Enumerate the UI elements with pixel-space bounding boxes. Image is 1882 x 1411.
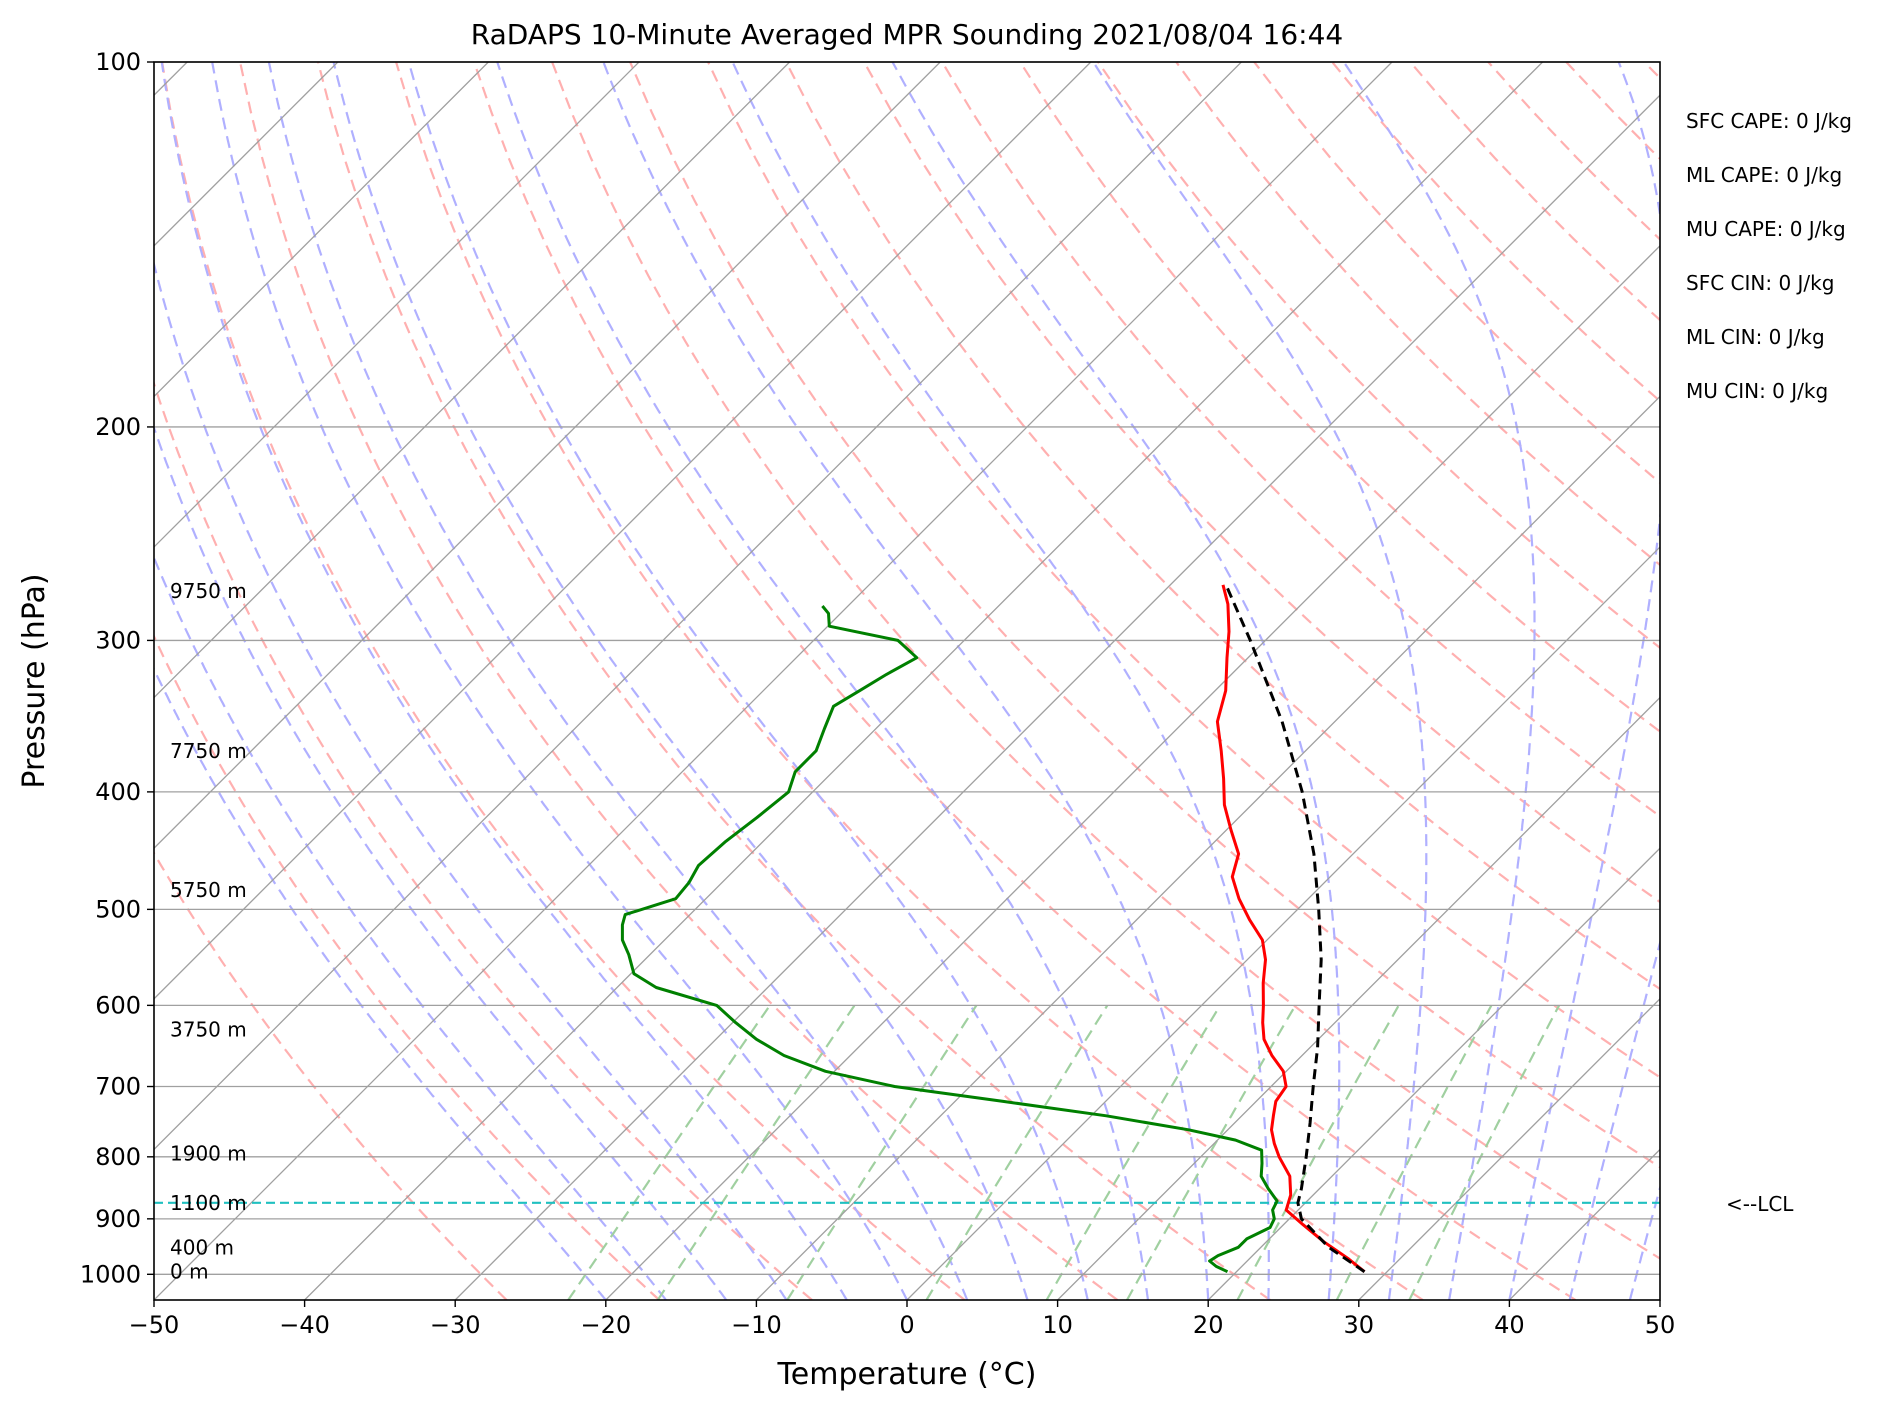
stability-index-label: SFC CAPE: 0 J/kg [1686, 109, 1852, 133]
moist-adiabat [602, 62, 1210, 1300]
mixing-ratio-line [1408, 1004, 1561, 1300]
x-tick-label: 20 [1193, 1311, 1224, 1339]
height-label: 400 m [170, 1235, 234, 1259]
y-tick-label: 1000 [80, 1260, 141, 1288]
y-axis-label: Pressure (hPa) [17, 573, 52, 788]
moist-adiabat [496, 62, 1150, 1300]
isotherm-line [755, 395, 1660, 1300]
stability-index-label: MU CIN: 0 J/kg [1686, 379, 1828, 403]
dewpoint-profile-line [620, 605, 1279, 1274]
dry-adiabat [551, 62, 1660, 1260]
height-label: 5750 m [170, 878, 247, 902]
x-tick-label: −30 [430, 1311, 481, 1339]
height-label: 3750 m [170, 1017, 247, 1041]
moist-adiabat [154, 554, 667, 1300]
moist-adiabat [407, 62, 1089, 1300]
y-tick-label: 200 [95, 413, 141, 441]
stability-index-label: ML CIN: 0 J/kg [1686, 325, 1825, 349]
lcl-label: <--LCL [1726, 1192, 1794, 1216]
mixing-ratio-line [1045, 1004, 1222, 1300]
y-tick-label: 400 [95, 778, 141, 806]
y-tick-label: 500 [95, 895, 141, 923]
moist-adiabat [154, 259, 788, 1300]
stability-index-label: SFC CIN: 0 J/kg [1686, 271, 1834, 295]
x-tick-label: −40 [279, 1311, 330, 1339]
chart-title: RaDAPS 10-Minute Averaged MPR Sounding 2… [471, 18, 1343, 51]
x-tick-label: 40 [1494, 1311, 1525, 1339]
height-label: 9750 m [170, 579, 247, 603]
moist-adiabat [1092, 62, 1428, 1300]
mixing-ratio-line [1126, 1004, 1297, 1300]
x-tick-label: −20 [580, 1311, 631, 1339]
moist-adiabat [1568, 938, 1660, 1300]
stability-index-label: MU CAPE: 0 J/kg [1686, 217, 1846, 241]
mixing-ratio-line [1236, 1004, 1400, 1300]
moist-adiabat [1342, 62, 1536, 1300]
y-tick-label: 600 [95, 991, 141, 1019]
dry-adiabat [1097, 62, 1660, 650]
x-axis-label: Temperature (°C) [777, 1357, 1037, 1392]
isotherm-line [154, 62, 1393, 1300]
x-tick-label: −50 [129, 1311, 180, 1339]
isotherm-line [304, 62, 1544, 1300]
height-label: 7750 m [170, 739, 247, 763]
isotherm-line [154, 62, 489, 398]
mixing-ratio-line [656, 1004, 856, 1300]
dry-adiabat [629, 62, 1660, 1169]
y-tick-label: 100 [95, 48, 141, 76]
temperature-profile-line [1215, 584, 1366, 1273]
mixing-ratio-line [1335, 1004, 1493, 1300]
height-label: 1900 m [170, 1142, 247, 1166]
moist-adiabat [211, 62, 908, 1300]
dry-adiabat [154, 380, 813, 1300]
dry-adiabat [1019, 62, 1660, 733]
isotherm-line [154, 62, 941, 850]
moist-adiabat [1508, 62, 1660, 1300]
x-tick-label: 0 [899, 1311, 914, 1339]
height-label: 1100 m [170, 1191, 247, 1215]
moist-adiabat [267, 62, 969, 1300]
stability-index-label: ML CAPE: 0 J/kg [1686, 163, 1842, 187]
moist-adiabat [160, 62, 848, 1300]
isotherm-line [154, 62, 1242, 1151]
y-tick-label: 900 [95, 1205, 141, 1233]
mixing-ratio-line [786, 1004, 978, 1300]
dry-adiabat [239, 62, 1119, 1300]
isotherm-line [154, 62, 791, 699]
y-tick-label: 300 [95, 626, 141, 654]
isotherm-line [1358, 997, 1660, 1300]
mixing-ratio-line [567, 1004, 771, 1300]
isotherm-line [906, 546, 1660, 1300]
y-tick-label: 700 [95, 1073, 141, 1101]
y-tick-label: 800 [95, 1143, 141, 1171]
isotherm-line [454, 94, 1660, 1300]
dry-adiabat [473, 62, 1577, 1300]
dry-adiabat [395, 62, 1424, 1300]
isotherm-line [154, 62, 640, 548]
x-tick-label: 10 [1042, 1311, 1073, 1339]
isotherm-line [154, 62, 1092, 1000]
moist-adiabat [891, 62, 1341, 1300]
dry-adiabat [317, 62, 1271, 1300]
dry-adiabat [154, 851, 508, 1300]
dry-adiabat [785, 62, 1660, 991]
x-tick-label: 50 [1645, 1311, 1676, 1339]
x-tick-label: 30 [1344, 1311, 1375, 1339]
moist-adiabat [154, 424, 728, 1300]
moist-adiabat [731, 62, 1270, 1300]
x-tick-label: −10 [731, 1311, 782, 1339]
isotherm-line [1207, 847, 1660, 1300]
dry-adiabat [154, 633, 661, 1300]
mixing-ratio-line [925, 1004, 1109, 1300]
isotherm-line [1057, 696, 1660, 1300]
height-label: 0 m [170, 1260, 209, 1284]
parcel-profile-line [1224, 584, 1366, 1273]
